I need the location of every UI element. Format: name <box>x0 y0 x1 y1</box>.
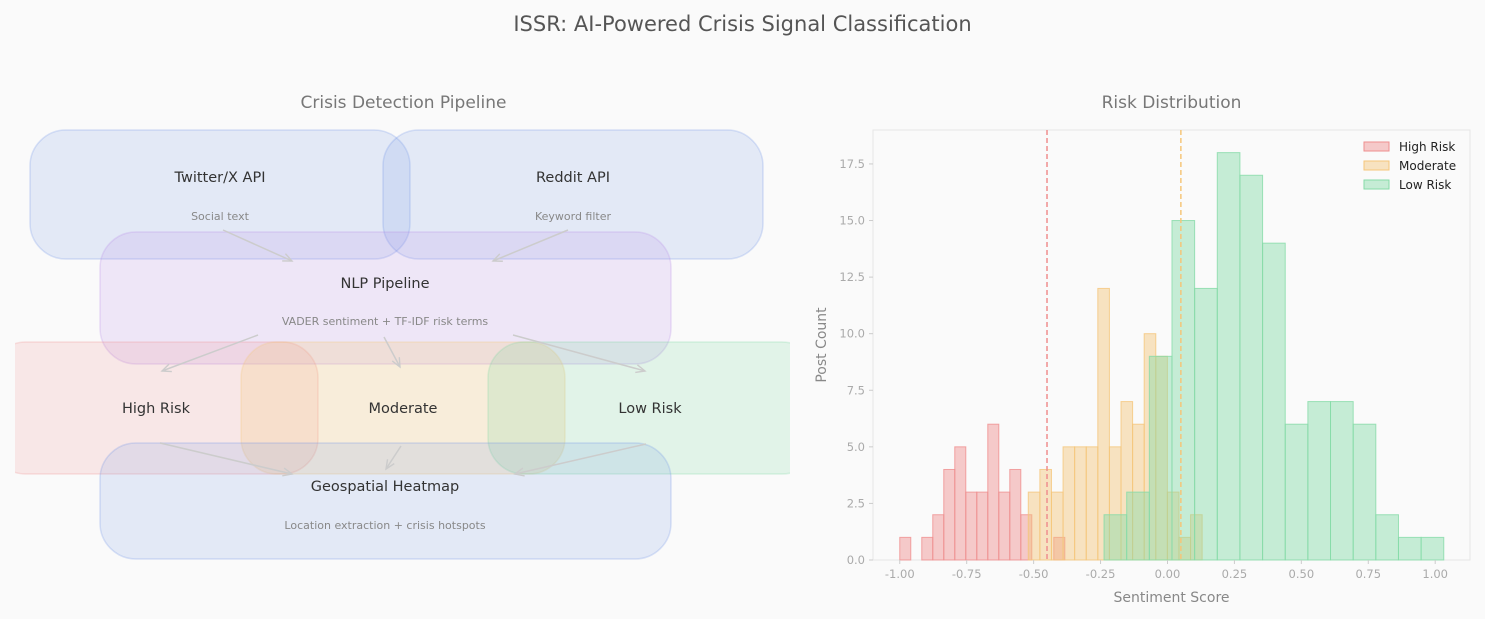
histogram-bar <box>1103 514 1128 561</box>
y-axis-label: Post Count <box>814 307 830 383</box>
edge-reddit-nlp <box>491 229 569 262</box>
node-twitter <box>29 129 411 260</box>
x-tick-label: 0.75 <box>1355 567 1381 581</box>
histogram-bar <box>965 491 978 561</box>
histogram-bar <box>1352 423 1377 561</box>
node-geo-label: Geospatial Heatmap <box>311 479 460 495</box>
node-moderate-label: Moderate <box>369 401 438 417</box>
x-tick-label: 0.25 <box>1222 567 1248 581</box>
node-moderate <box>240 341 566 475</box>
edge-low-geo <box>513 443 647 477</box>
node-twitter-label: Twitter/X API <box>174 170 266 186</box>
pipeline-title: Crisis Detection Pipeline <box>300 93 507 113</box>
histogram-bar <box>1307 401 1332 561</box>
histogram-bar <box>1148 355 1173 561</box>
legend-label: Moderate <box>1399 159 1456 173</box>
histogram-bar <box>1009 468 1022 561</box>
histogram-bar <box>1027 491 1041 561</box>
histogram-bar <box>1239 174 1264 561</box>
node-low <box>487 341 790 475</box>
node-nlp-sublabel: VADER sentiment + TF-IDF risk terms <box>282 315 489 328</box>
edge-high-geo <box>159 442 294 477</box>
edge-twitter-nlp <box>222 229 294 262</box>
edge-moderate-geo <box>385 445 402 471</box>
edge-nlp-low <box>512 334 647 374</box>
legend-swatch <box>1363 160 1390 171</box>
histogram-bar <box>1262 242 1286 561</box>
x-tick-label: 0.50 <box>1289 567 1315 581</box>
histogram-bar <box>1375 514 1399 561</box>
x-tick-label: -0.50 <box>1019 567 1049 581</box>
legend-label: Low Risk <box>1399 178 1451 192</box>
x-tick-label: -0.25 <box>1086 567 1116 581</box>
histogram-bar <box>954 446 967 561</box>
histogram-bar <box>1397 536 1422 561</box>
x-tick-label: 1.00 <box>1422 567 1448 581</box>
histogram-bar <box>921 536 934 561</box>
y-tick-label: 15.0 <box>839 214 865 228</box>
y-tick-label: 12.5 <box>839 270 865 284</box>
y-tick-label: 17.5 <box>839 157 865 171</box>
legend-swatch <box>1363 179 1390 190</box>
legend-swatch <box>1363 141 1390 152</box>
x-tick-label: 0.00 <box>1155 567 1181 581</box>
histogram-bar <box>1126 491 1150 561</box>
node-twitter-sublabel: Social text <box>191 210 250 223</box>
y-tick-label: 0.0 <box>847 553 865 567</box>
histogram-bar <box>1420 536 1445 561</box>
histogram-bar <box>1194 287 1218 561</box>
histogram-bar <box>1074 446 1087 561</box>
histogram-bar <box>987 423 1000 561</box>
series-high-risk <box>899 423 1066 561</box>
histogram-bar <box>1039 468 1052 561</box>
edge-nlp-high <box>160 334 259 373</box>
legend-label: High Risk <box>1399 140 1455 154</box>
histogram-bar <box>1050 491 1064 561</box>
histogram-bar <box>1216 152 1241 561</box>
x-tick-label: -0.75 <box>952 567 982 581</box>
histogram-bar <box>1062 446 1076 561</box>
series-low-risk <box>1103 152 1445 561</box>
histogram-bar <box>932 514 945 561</box>
node-geo <box>99 442 672 560</box>
y-tick-label: 5.0 <box>847 440 865 454</box>
node-nlp <box>99 231 672 365</box>
histogram-bar <box>1284 423 1309 561</box>
node-reddit <box>382 129 764 260</box>
histogram-bar <box>976 491 989 561</box>
legend: High Risk Moderate Low Risk <box>1363 140 1456 192</box>
edge-nlp-moderate <box>383 336 401 369</box>
node-low-label: Low Risk <box>618 401 682 417</box>
x-axis-label: Sentiment Score <box>1113 590 1229 606</box>
histogram-bar <box>1085 446 1099 561</box>
histogram-bar <box>998 491 1011 561</box>
histogram-bar <box>1330 401 1354 561</box>
histogram-bar <box>899 536 912 561</box>
y-tick-label: 2.5 <box>847 496 865 510</box>
histogram-bar <box>1171 220 1196 561</box>
histogram-bar <box>943 468 956 561</box>
node-reddit-label: Reddit API <box>536 170 610 186</box>
node-high-label: High Risk <box>122 401 191 417</box>
y-tick-label: 10.0 <box>839 327 865 341</box>
x-tick-label: -1.00 <box>885 567 915 581</box>
histogram-bar <box>1020 514 1033 561</box>
figure-title: ISSR: AI-Powered Crisis Signal Classific… <box>513 12 972 36</box>
node-reddit-sublabel: Keyword filter <box>535 210 612 223</box>
chart-title: Risk Distribution <box>1101 93 1242 113</box>
node-geo-sublabel: Location extraction + crisis hotspots <box>284 519 485 532</box>
series-moderate <box>1027 287 1203 561</box>
node-nlp-label: NLP Pipeline <box>340 276 429 292</box>
y-tick-label: 7.5 <box>847 383 865 397</box>
node-high <box>15 341 319 475</box>
